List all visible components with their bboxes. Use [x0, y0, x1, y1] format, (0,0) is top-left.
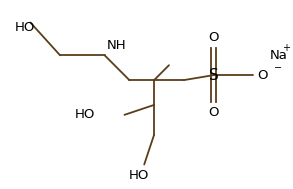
Text: O: O [208, 31, 219, 44]
Text: S: S [209, 68, 218, 83]
Text: HO: HO [15, 21, 35, 33]
Text: +: + [282, 43, 290, 53]
Text: HO: HO [74, 108, 95, 121]
Text: NH: NH [107, 39, 126, 52]
Text: HO: HO [129, 170, 149, 182]
Text: Na: Na [270, 49, 288, 62]
Text: −: − [274, 63, 282, 73]
Text: O: O [257, 69, 268, 82]
Text: O: O [208, 106, 219, 119]
